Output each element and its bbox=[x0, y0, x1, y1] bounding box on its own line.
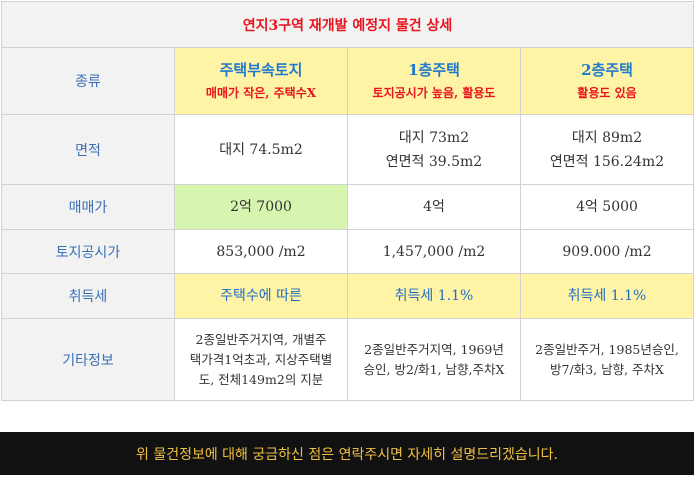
land-price-cell-1: 853,000 /m2 bbox=[174, 229, 348, 274]
area-line2-2: 연면적 39.5m2 bbox=[385, 153, 483, 170]
title-row: 연지3구역 재개발 예정지 물건 상세 bbox=[1, 1, 694, 48]
type-main-2: 1층주택 bbox=[408, 61, 460, 79]
land-price-cell-2: 1,457,000 /m2 bbox=[347, 229, 521, 274]
row-label-tax: 취득세 bbox=[1, 273, 175, 319]
land-price-row: 토지공시가 853,000 /m2 1,457,000 /m2 909.000 … bbox=[1, 229, 694, 274]
tax-row: 취득세 주택수에 따른 취득세 1.1% 취득세 1.1% bbox=[1, 273, 694, 319]
etc-2-line-1: 2종일반주거지역, 1969년 bbox=[364, 341, 504, 357]
etc-1-line-1: 2종일반주거지역, 개별주 bbox=[195, 331, 327, 347]
price-cell-3: 4억 5000 bbox=[520, 184, 694, 230]
area-line1-1: 대지 74.5m2 bbox=[219, 141, 303, 158]
type-sub-3: 활용도 있음 bbox=[577, 86, 637, 100]
tax-cell-1: 주택수에 따른 bbox=[174, 273, 348, 319]
area-line1-2: 대지 73m2 bbox=[398, 129, 470, 146]
price-cell-1: 2억 7000 bbox=[174, 184, 348, 230]
etc-2-line-2: 승인, 방2/화1, 남향,주차X bbox=[363, 361, 505, 377]
etc-3-line-2: 방7/화3, 남향, 주차X bbox=[550, 361, 664, 377]
tax-cell-2: 취득세 1.1% bbox=[347, 273, 521, 319]
price-row: 매매가 2억 7000 4억 4억 5000 bbox=[1, 184, 694, 230]
area-row: 면적 대지 74.5m2 대지 73m2 연면적 39.5m2 대지 89m2 … bbox=[1, 114, 694, 185]
etc-cell-3: 2종일반주거, 1985년승인, 방7/화3, 남향, 주차X bbox=[520, 318, 694, 401]
etc-3-line-1: 2종일반주거, 1985년승인, bbox=[535, 341, 679, 357]
type-sub-1: 매매가 작은, 주택수X bbox=[205, 86, 317, 100]
type-sub-2: 토지공시가 높음, 활용도 bbox=[372, 86, 496, 100]
type-cell-1: 주택부속토지 매매가 작은, 주택수X bbox=[174, 47, 348, 115]
etc-cell-1: 2종일반주거지역, 개별주 택가격1억초과, 지상주택별 도, 전체149m2의… bbox=[174, 318, 348, 401]
type-main-1: 주택부속토지 bbox=[219, 61, 303, 79]
land-price-cell-3: 909.000 /m2 bbox=[520, 229, 694, 274]
property-detail-table-wrapper: 연지3구역 재개발 예정지 물건 상세 종류 주택부속토지 매매가 작은, 주택… bbox=[1, 1, 694, 401]
footer-text: 위 물건정보에 대해 궁금하신 점은 연락주시면 자세히 설명드리겠습니다. bbox=[136, 446, 558, 463]
price-cell-2: 4억 bbox=[347, 184, 521, 230]
area-cell-2: 대지 73m2 연면적 39.5m2 bbox=[347, 114, 521, 185]
area-cell-3: 대지 89m2 연면적 156.24m2 bbox=[520, 114, 694, 185]
area-cell-1: 대지 74.5m2 bbox=[174, 114, 348, 185]
type-main-3: 2층주택 bbox=[581, 61, 633, 79]
etc-cell-2: 2종일반주거지역, 1969년 승인, 방2/화1, 남향,주차X bbox=[347, 318, 521, 401]
area-line2-3: 연면적 156.24m2 bbox=[549, 153, 665, 170]
type-cell-2: 1층주택 토지공시가 높음, 활용도 bbox=[347, 47, 521, 115]
table-title: 연지3구역 재개발 예정지 물건 상세 bbox=[1, 1, 694, 48]
row-label-land-price: 토지공시가 bbox=[1, 229, 175, 274]
row-label-area: 면적 bbox=[1, 114, 175, 185]
type-cell-3: 2층주택 활용도 있음 bbox=[520, 47, 694, 115]
property-detail-table: 연지3구역 재개발 예정지 물건 상세 종류 주택부속토지 매매가 작은, 주택… bbox=[1, 1, 694, 401]
etc-row: 기타정보 2종일반주거지역, 개별주 택가격1억초과, 지상주택별 도, 전체1… bbox=[1, 318, 694, 401]
contact-footer-banner: 위 물건정보에 대해 궁금하신 점은 연락주시면 자세히 설명드리겠습니다. bbox=[0, 432, 694, 475]
tax-cell-3: 취득세 1.1% bbox=[520, 273, 694, 319]
row-label-etc: 기타정보 bbox=[1, 318, 175, 401]
row-label-price: 매매가 bbox=[1, 184, 175, 230]
etc-1-line-3: 도, 전체149m2의 지분 bbox=[198, 371, 324, 387]
row-label-type: 종류 bbox=[1, 47, 175, 115]
area-line1-3: 대지 89m2 bbox=[571, 129, 643, 146]
etc-1-line-2: 택가격1억초과, 지상주택별 bbox=[189, 351, 333, 367]
type-row: 종류 주택부속토지 매매가 작은, 주택수X 1층주택 토지공시가 높음, 활용… bbox=[1, 47, 694, 115]
